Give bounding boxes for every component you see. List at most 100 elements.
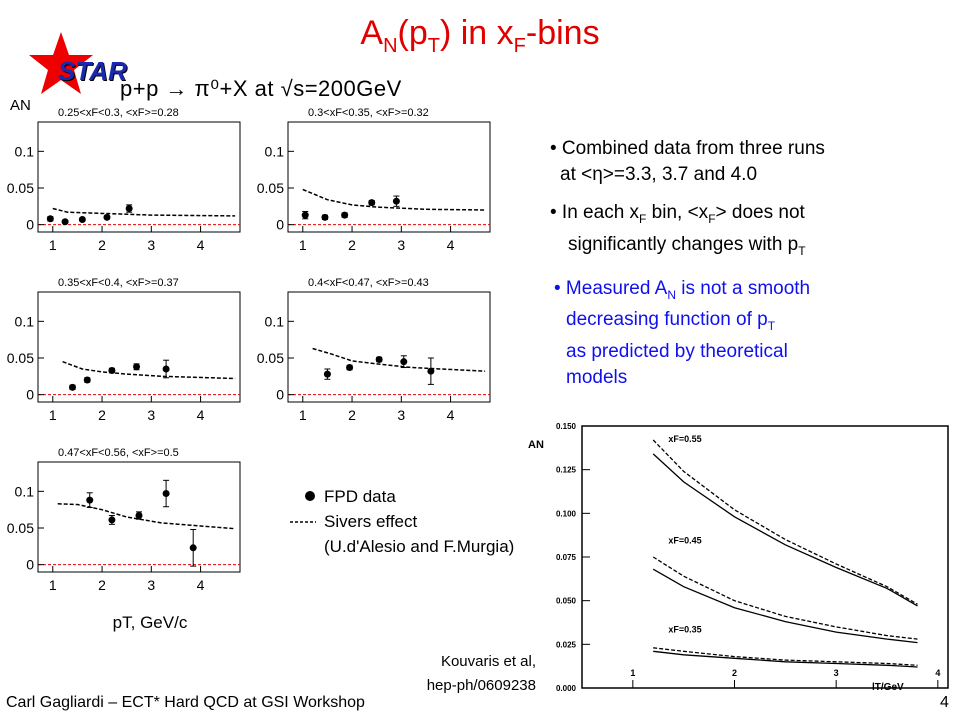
data-point (78, 216, 86, 224)
logo-text: STAR (58, 56, 127, 86)
bullet-item-3: • Measured AN is not a smooth decreasing… (554, 277, 811, 389)
plot-frame (37, 121, 241, 233)
x-tick-label: 2 (98, 577, 106, 593)
chart-panel-xf-037: 0.35<xF<0.4, <xF>=0.37 0 0.05 0.1 1 2 3 4 (7, 277, 241, 423)
x-tick-label: 3 (397, 407, 405, 423)
sivers-curve (52, 207, 236, 217)
y-tick-label: 0.150 (556, 422, 577, 431)
chart-title: 0.35<xF<0.4, <xF>=0.37 (58, 277, 179, 289)
data-point (189, 544, 197, 552)
chart-title: 0.4<xF<0.47, <xF>=0.43 (308, 277, 429, 289)
footer-text: Carl Gagliardi – ECT* Hard QCD at GSI Wo… (6, 694, 365, 711)
chart-theory-kouvaris: AN 0.000 0.025 0.050 0.075 0.100 0.125 0.150 1 2 3… (528, 422, 949, 693)
data-point (83, 376, 91, 384)
series-line-dashed (652, 439, 918, 605)
bullet-item-2: • In each xF bin, <xF> does not signific… (550, 202, 806, 258)
chart-title: 0.3<xF<0.35, <xF>=0.32 (308, 107, 429, 119)
x-tick-label: 1 (49, 237, 57, 253)
data-point (68, 383, 76, 391)
sivers-curve (57, 503, 236, 530)
series-label: xF=0.45 (668, 536, 701, 546)
x-tick-label: 3 (834, 668, 839, 678)
y-tick-label: 0.100 (556, 509, 577, 518)
y-tick-label: 0.1 (15, 313, 35, 329)
legend-label-data: FPD data (324, 487, 396, 506)
x-tick-label: 4 (447, 237, 455, 253)
data-point (375, 355, 383, 363)
series-line-solid (652, 568, 918, 644)
data-point (323, 370, 331, 378)
x-tick-label: 3 (147, 407, 155, 423)
page-number: 4 (940, 694, 949, 711)
series-label: xF=0.35 (668, 625, 701, 635)
y-tick-label: 0.075 (556, 553, 577, 562)
series-line-dashed (652, 556, 918, 640)
y-tick-label: 0.125 (556, 466, 577, 475)
legend-label-model: Sivers effect (324, 512, 418, 531)
series-line-solid (653, 650, 918, 668)
data-point (341, 211, 349, 219)
page-title: AN(pT) in xF-bins (360, 14, 600, 57)
series-line-solid (652, 453, 918, 607)
y-tick-label: 0.1 (265, 313, 285, 329)
data-point (135, 512, 143, 520)
y-tick-label: 0.05 (7, 180, 34, 196)
x-tick-label: 4 (447, 407, 455, 423)
plot-frame (581, 425, 949, 689)
x-tick-label: 1 (630, 668, 635, 678)
x-tick-label: 4 (197, 577, 205, 593)
sivers-curve (312, 347, 486, 372)
data-point (108, 516, 116, 524)
plot-frame (37, 291, 241, 403)
data-point (103, 213, 111, 221)
y-tick-label: 0.050 (556, 597, 577, 606)
data-point (400, 358, 408, 366)
bullet-list: • Combined data from three runs at <η>=3… (550, 136, 950, 403)
data-point (125, 205, 133, 213)
y-axis-label: AN (528, 439, 544, 451)
y-tick-label: 0.05 (7, 350, 34, 366)
x-tick-label: 3 (147, 577, 155, 593)
sivers-curve (62, 360, 236, 380)
x-tick-label: 4 (197, 237, 205, 253)
chart-legend: FPD data Sivers effect (U.d'Alesio and F… (290, 487, 514, 556)
data-point (86, 496, 94, 504)
y-tick-label: 0.025 (556, 640, 577, 649)
data-point (108, 366, 116, 374)
data-point (346, 364, 354, 372)
y-axis-label: AN (10, 97, 31, 114)
x-tick-label: 2 (732, 668, 737, 678)
data-point (427, 367, 435, 375)
x-tick-label: 1 (299, 407, 307, 423)
data-point (392, 197, 400, 205)
reaction-label: p+p → π⁰+X at √s=200GeV (120, 76, 402, 101)
data-point (61, 218, 69, 226)
chart-title: 0.25<xF<0.3, <xF>=0.28 (58, 107, 179, 119)
x-tick-label: 3 (397, 237, 405, 253)
plot-frame (287, 121, 491, 233)
x-tick-label: 2 (348, 407, 356, 423)
plot-frame (287, 291, 491, 403)
data-point (301, 211, 309, 219)
y-tick-label: 0 (276, 387, 284, 403)
x-tick-label: 3 (147, 237, 155, 253)
x-axis-label: lT/GeV (872, 682, 904, 693)
series-label: xF=0.55 (668, 434, 701, 444)
chart-panel-xf-028: 0.25<xF<0.3, <xF>=0.28 AN 0 0.05 0.1 1 2 3 4 (7, 97, 241, 253)
reference-citation: Kouvaris et al, hep-ph/0609238 (426, 653, 536, 694)
y-tick-label: 0.000 (556, 684, 577, 693)
legend-marker-data (305, 491, 315, 501)
y-tick-label: 0.05 (7, 520, 34, 536)
x-tick-label: 4 (197, 407, 205, 423)
sivers-curve (302, 188, 486, 211)
y-tick-label: 0 (276, 217, 284, 233)
data-point (162, 490, 170, 498)
x-tick-label: 1 (299, 237, 307, 253)
y-tick-label: 0.05 (257, 350, 284, 366)
chart-panel-xf-043: 0.4<xF<0.47, <xF>=0.43 0 0.05 0.1 1 2 3 4 (257, 277, 491, 423)
chart-panel-xf-05: 0.47<xF<0.56, <xF>=0.5 0 0.05 0.1 1 2 3 4 pT, Ge… (7, 447, 241, 632)
y-tick-label: 0.1 (15, 143, 35, 159)
y-tick-label: 0.05 (257, 180, 284, 196)
series-line-dashed (653, 647, 918, 666)
y-tick-label: 0 (26, 387, 34, 403)
